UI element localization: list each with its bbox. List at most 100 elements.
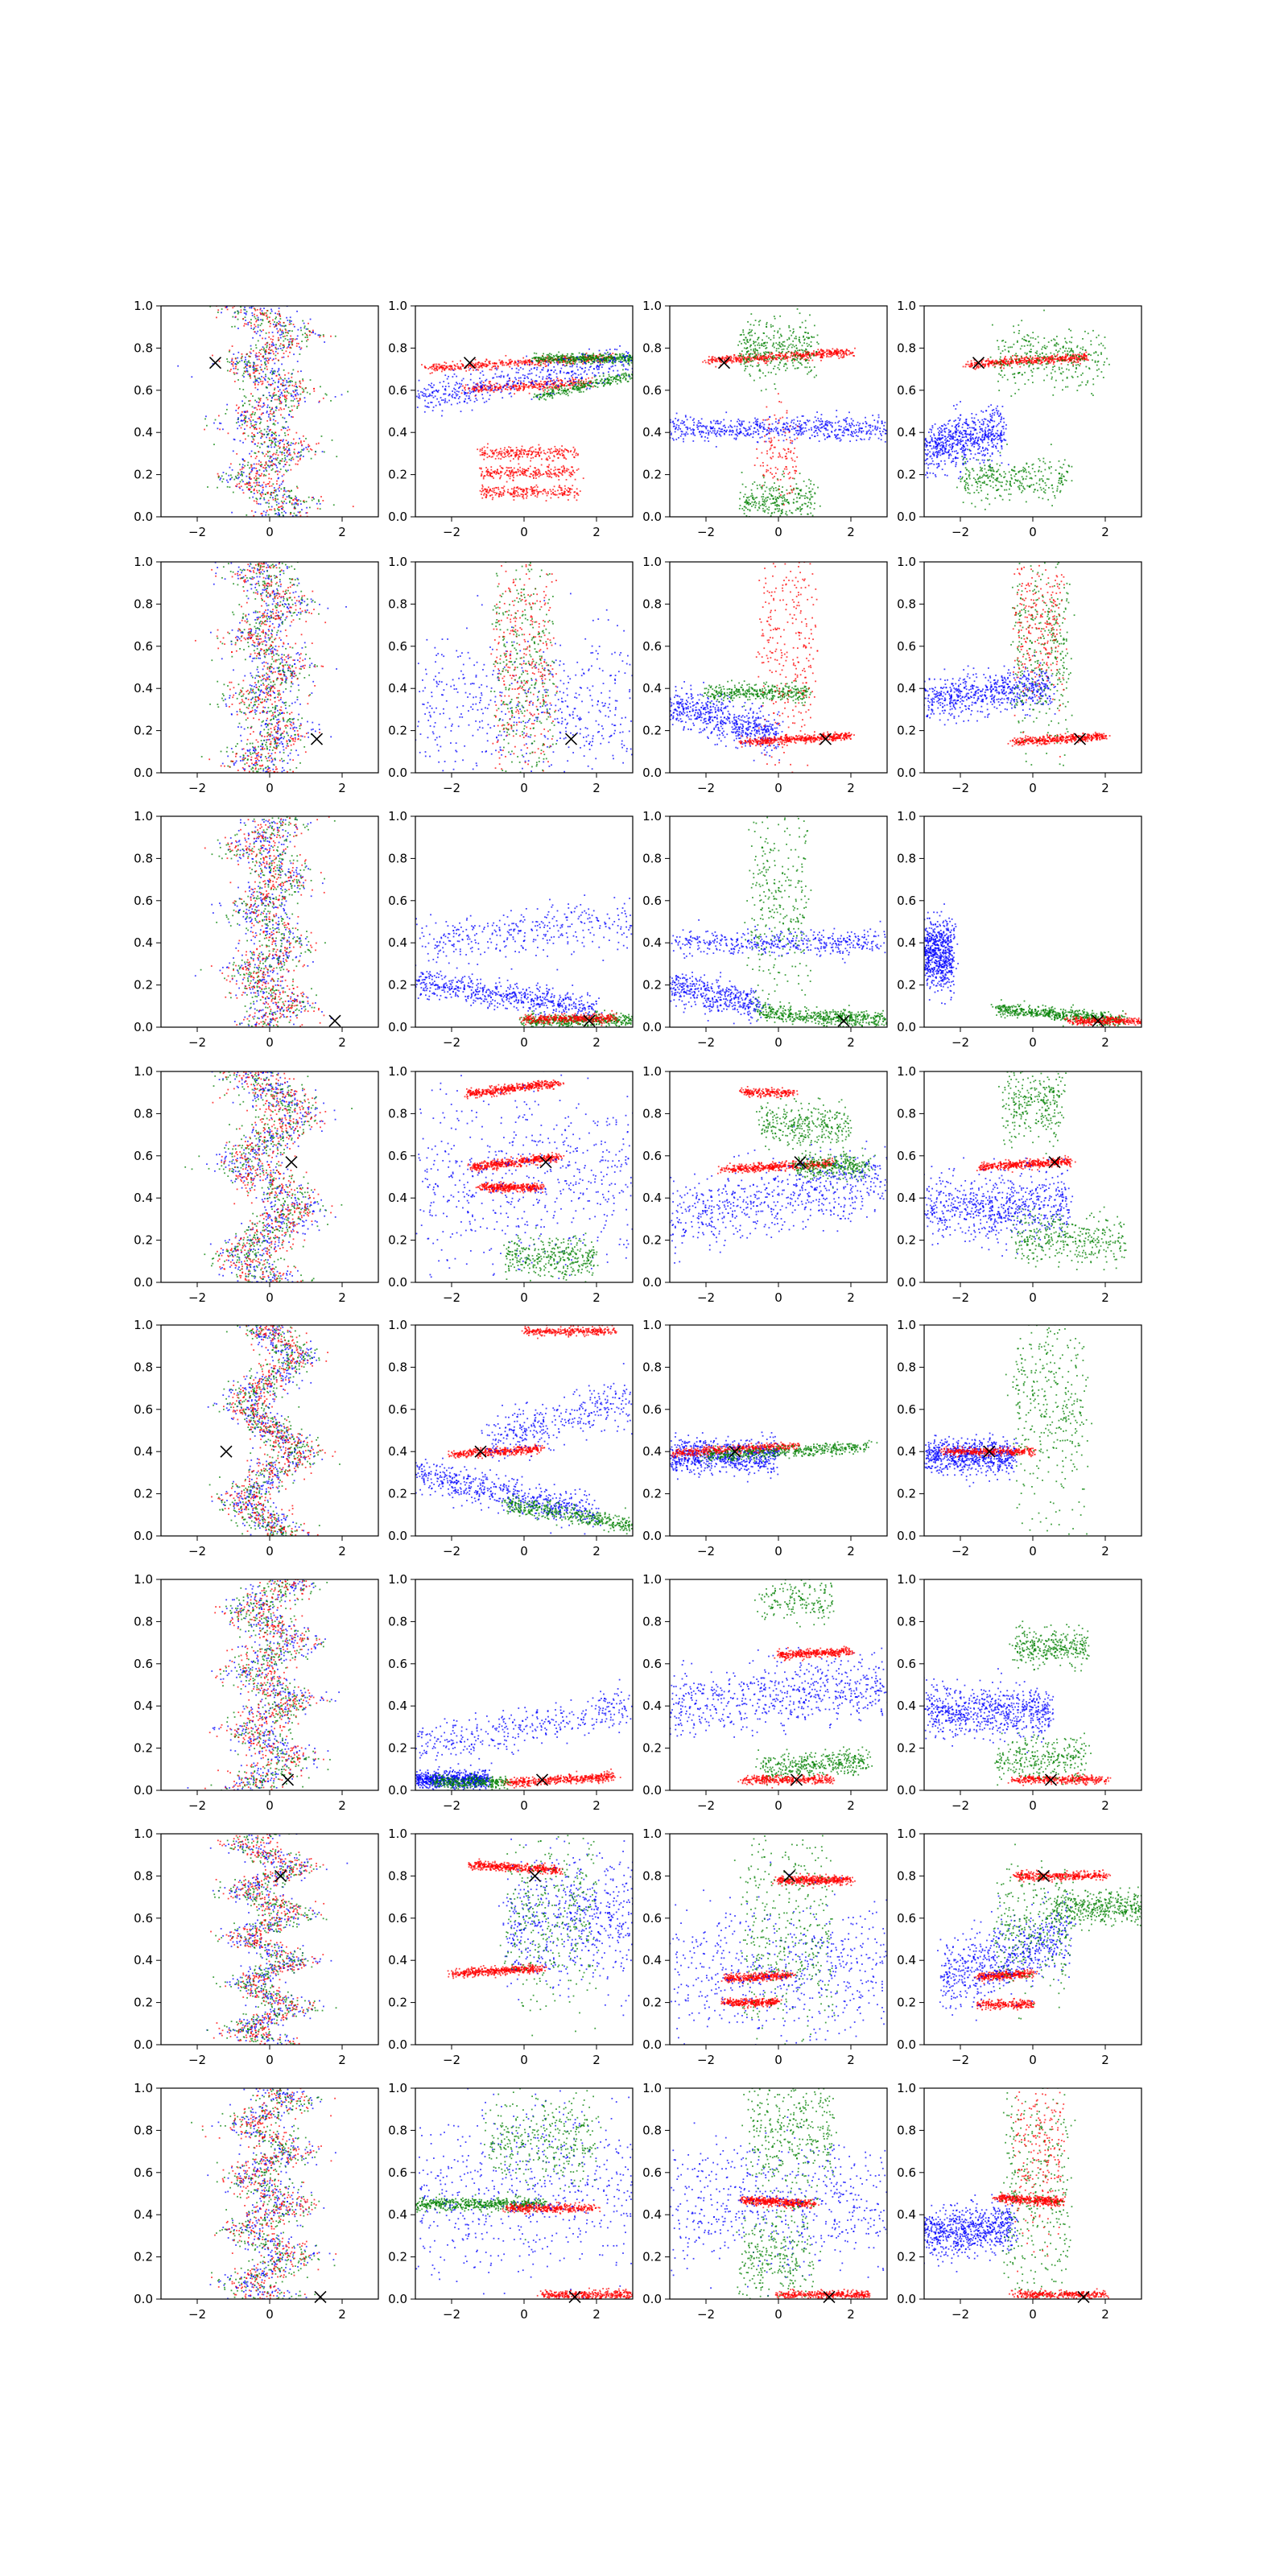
data-point bbox=[623, 373, 625, 375]
data-point bbox=[497, 386, 500, 389]
data-point bbox=[272, 497, 274, 499]
data-point bbox=[439, 363, 440, 365]
data-point bbox=[509, 365, 511, 368]
data-point bbox=[574, 361, 576, 364]
data-point bbox=[749, 334, 751, 336]
data-point bbox=[249, 477, 251, 478]
data-point bbox=[282, 325, 284, 327]
data-point bbox=[521, 472, 523, 474]
data-point bbox=[492, 452, 494, 455]
data-point bbox=[526, 488, 529, 490]
data-point bbox=[569, 475, 572, 477]
data-point bbox=[331, 439, 333, 441]
data-point bbox=[506, 364, 508, 366]
data-point bbox=[608, 379, 610, 382]
data-point bbox=[496, 369, 498, 371]
data-point bbox=[423, 387, 426, 390]
data-point bbox=[270, 344, 273, 346]
data-point bbox=[279, 514, 280, 517]
data-point bbox=[502, 386, 504, 389]
data-point bbox=[795, 353, 798, 356]
data-point bbox=[254, 414, 256, 415]
data-point bbox=[733, 361, 735, 363]
data-point bbox=[550, 378, 552, 380]
data-point bbox=[543, 362, 544, 365]
data-point bbox=[283, 452, 286, 454]
data-point bbox=[572, 353, 574, 355]
data-point bbox=[524, 471, 526, 473]
data-point bbox=[542, 369, 544, 371]
data-point bbox=[518, 390, 520, 391]
data-point bbox=[270, 349, 271, 352]
data-point bbox=[582, 385, 584, 386]
data-point bbox=[572, 378, 574, 381]
data-point bbox=[481, 448, 484, 449]
data-point bbox=[616, 382, 618, 385]
data-point bbox=[564, 390, 567, 393]
data-point bbox=[277, 508, 279, 510]
data-point bbox=[521, 386, 523, 387]
data-point bbox=[298, 404, 300, 407]
data-point bbox=[298, 400, 300, 402]
data-point bbox=[604, 360, 606, 362]
data-point bbox=[309, 393, 311, 395]
data-point bbox=[269, 509, 270, 511]
data-point bbox=[282, 502, 283, 504]
data-point bbox=[231, 345, 233, 347]
data-point bbox=[623, 353, 625, 355]
data-point bbox=[452, 376, 454, 378]
data-point bbox=[585, 358, 588, 361]
data-point bbox=[245, 415, 247, 417]
data-point bbox=[580, 361, 583, 363]
data-point bbox=[612, 357, 614, 360]
data-point bbox=[253, 372, 255, 374]
data-point bbox=[257, 378, 259, 379]
data-point bbox=[274, 442, 276, 444]
data-point bbox=[538, 383, 540, 386]
data-point bbox=[280, 439, 283, 441]
data-point bbox=[279, 389, 281, 391]
data-point bbox=[438, 367, 440, 369]
data-point bbox=[560, 358, 563, 361]
data-point bbox=[761, 357, 763, 358]
data-point bbox=[259, 421, 262, 423]
data-point bbox=[499, 490, 502, 493]
data-point bbox=[229, 474, 232, 477]
data-point bbox=[270, 308, 272, 311]
data-point bbox=[303, 397, 306, 399]
data-point bbox=[489, 394, 491, 397]
data-point bbox=[501, 495, 502, 497]
data-point bbox=[555, 387, 558, 390]
data-point bbox=[281, 392, 283, 394]
data-point bbox=[534, 357, 535, 359]
data-point bbox=[271, 359, 274, 361]
data-point bbox=[592, 361, 595, 363]
data-point bbox=[609, 360, 611, 362]
data-point bbox=[495, 362, 497, 365]
data-point bbox=[749, 324, 752, 326]
data-point bbox=[571, 382, 573, 385]
data-point bbox=[754, 356, 757, 358]
data-point bbox=[535, 357, 536, 358]
data-point bbox=[440, 399, 443, 401]
data-point bbox=[453, 364, 456, 366]
data-point bbox=[256, 491, 258, 493]
data-point bbox=[295, 495, 296, 497]
data-point bbox=[275, 374, 278, 377]
data-point bbox=[265, 485, 267, 488]
data-point bbox=[482, 477, 485, 480]
data-point bbox=[742, 329, 745, 331]
data-point bbox=[444, 361, 446, 363]
data-point bbox=[588, 380, 591, 382]
data-point bbox=[253, 365, 255, 367]
data-point bbox=[545, 365, 547, 367]
data-point bbox=[254, 309, 257, 312]
data-point bbox=[268, 414, 270, 415]
data-point bbox=[282, 332, 284, 335]
data-point bbox=[555, 469, 557, 471]
data-point bbox=[531, 452, 533, 455]
data-point bbox=[555, 382, 556, 384]
data-point bbox=[464, 384, 467, 386]
data-point bbox=[549, 457, 551, 459]
data-point bbox=[580, 353, 583, 355]
